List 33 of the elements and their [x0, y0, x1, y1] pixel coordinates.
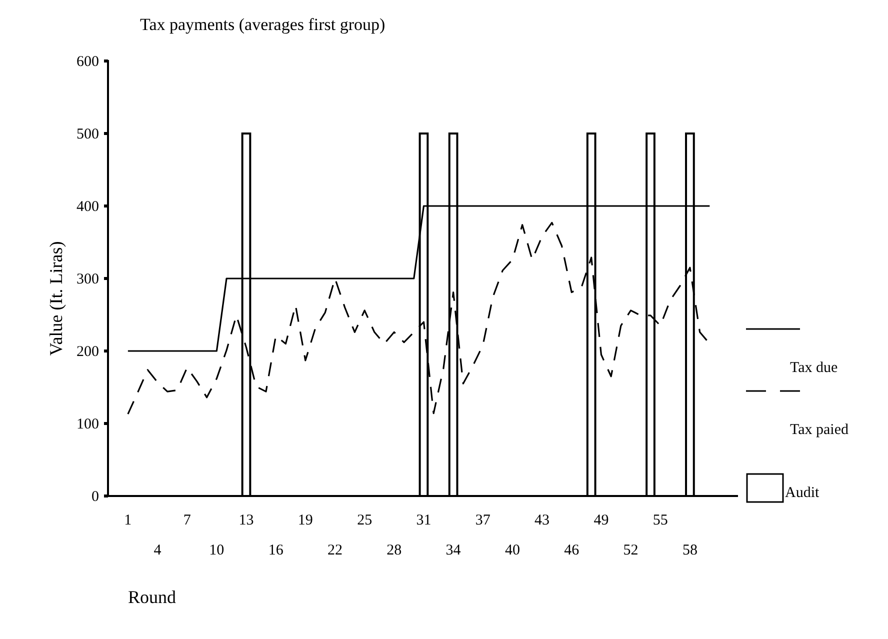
x-tick-label: 19	[298, 512, 313, 529]
y-tick-label: 600	[76, 54, 99, 70]
x-tick-label: 31	[416, 512, 432, 529]
x-tick-label: 40	[504, 542, 520, 559]
legend-label: Audit	[785, 485, 820, 501]
y-tick-label: 100	[76, 416, 99, 432]
x-tick-label: 55	[652, 512, 668, 529]
chart-title: Tax payments (averages first group)	[140, 15, 386, 34]
x-axis-title: Round	[128, 587, 176, 607]
x-tick-label: 37	[475, 512, 491, 529]
x-tick-label: 22	[327, 542, 342, 559]
x-tick-label: 46	[564, 542, 580, 559]
y-tick-label: 0	[92, 488, 99, 505]
y-tick-label: 300	[76, 271, 99, 288]
x-tick-label: 13	[238, 512, 254, 529]
x-tick-label: 49	[594, 512, 609, 529]
y-tick-label: 200	[76, 344, 99, 360]
y-axis-title: Value (It. Liras)	[46, 241, 66, 356]
y-tick-label: 500	[76, 126, 99, 142]
x-tick-label: 7	[183, 512, 192, 529]
x-tick-label: 1	[124, 512, 132, 529]
x-tick-label: 25	[357, 512, 372, 529]
x-tick-label: 28	[386, 542, 402, 559]
y-tick-label: 400	[76, 198, 99, 215]
x-tick-label: 58	[682, 542, 698, 559]
x-tick-label: 4	[154, 542, 162, 559]
x-tick-label: 10	[209, 542, 224, 559]
text: Tax paied	[790, 422, 850, 438]
x-tick-label: 52	[623, 542, 638, 559]
x-tick-label: 43	[534, 512, 550, 529]
x-tick-label: 16	[268, 542, 284, 559]
text: Tax due	[790, 360, 838, 376]
x-tick-label: 34	[446, 542, 462, 559]
